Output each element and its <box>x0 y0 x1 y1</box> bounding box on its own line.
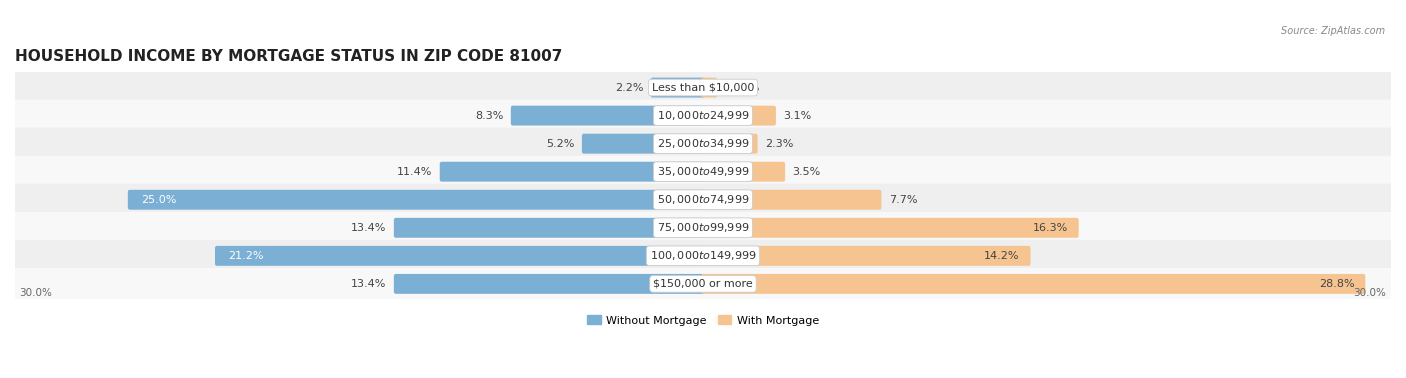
Text: 5.2%: 5.2% <box>546 139 575 149</box>
FancyBboxPatch shape <box>11 184 1395 218</box>
Text: $100,000 to $149,999: $100,000 to $149,999 <box>650 249 756 262</box>
FancyBboxPatch shape <box>128 190 704 210</box>
FancyBboxPatch shape <box>11 156 1395 190</box>
FancyBboxPatch shape <box>702 134 758 153</box>
FancyBboxPatch shape <box>11 212 1395 246</box>
FancyBboxPatch shape <box>394 274 704 294</box>
Text: Less than $10,000: Less than $10,000 <box>652 82 754 93</box>
Text: 11.4%: 11.4% <box>396 167 433 177</box>
FancyBboxPatch shape <box>11 100 1395 134</box>
Text: 2.2%: 2.2% <box>614 82 644 93</box>
FancyBboxPatch shape <box>11 240 1395 274</box>
Text: 30.0%: 30.0% <box>1354 288 1386 298</box>
Text: $10,000 to $24,999: $10,000 to $24,999 <box>657 109 749 122</box>
Text: 13.4%: 13.4% <box>352 223 387 233</box>
Text: 3.5%: 3.5% <box>793 167 821 177</box>
Text: 28.8%: 28.8% <box>1319 279 1354 289</box>
FancyBboxPatch shape <box>702 162 785 182</box>
Text: 25.0%: 25.0% <box>141 195 177 205</box>
FancyBboxPatch shape <box>440 162 704 182</box>
Legend: Without Mortgage, With Mortgage: Without Mortgage, With Mortgage <box>582 311 824 330</box>
Text: $50,000 to $74,999: $50,000 to $74,999 <box>657 193 749 206</box>
FancyBboxPatch shape <box>11 268 1395 302</box>
Text: 13.4%: 13.4% <box>352 279 387 289</box>
FancyBboxPatch shape <box>11 71 1395 106</box>
Text: 7.7%: 7.7% <box>889 195 917 205</box>
FancyBboxPatch shape <box>702 246 1031 266</box>
Text: 3.1%: 3.1% <box>783 111 811 121</box>
Text: HOUSEHOLD INCOME BY MORTGAGE STATUS IN ZIP CODE 81007: HOUSEHOLD INCOME BY MORTGAGE STATUS IN Z… <box>15 49 562 64</box>
FancyBboxPatch shape <box>651 77 704 98</box>
Text: Source: ZipAtlas.com: Source: ZipAtlas.com <box>1281 26 1385 36</box>
Text: 0.54%: 0.54% <box>724 82 759 93</box>
FancyBboxPatch shape <box>702 218 1078 238</box>
FancyBboxPatch shape <box>582 134 704 153</box>
Text: $25,000 to $34,999: $25,000 to $34,999 <box>657 137 749 150</box>
FancyBboxPatch shape <box>702 105 776 125</box>
Text: 8.3%: 8.3% <box>475 111 503 121</box>
Text: 21.2%: 21.2% <box>228 251 264 261</box>
FancyBboxPatch shape <box>215 246 704 266</box>
FancyBboxPatch shape <box>510 105 704 125</box>
Text: 30.0%: 30.0% <box>20 288 52 298</box>
FancyBboxPatch shape <box>11 128 1395 162</box>
FancyBboxPatch shape <box>702 77 717 98</box>
Text: 16.3%: 16.3% <box>1032 223 1067 233</box>
Text: 14.2%: 14.2% <box>984 251 1019 261</box>
Text: 2.3%: 2.3% <box>765 139 793 149</box>
FancyBboxPatch shape <box>394 218 704 238</box>
Text: $150,000 or more: $150,000 or more <box>654 279 752 289</box>
Text: $75,000 to $99,999: $75,000 to $99,999 <box>657 221 749 234</box>
Text: $35,000 to $49,999: $35,000 to $49,999 <box>657 165 749 178</box>
FancyBboxPatch shape <box>702 274 1365 294</box>
FancyBboxPatch shape <box>702 190 882 210</box>
